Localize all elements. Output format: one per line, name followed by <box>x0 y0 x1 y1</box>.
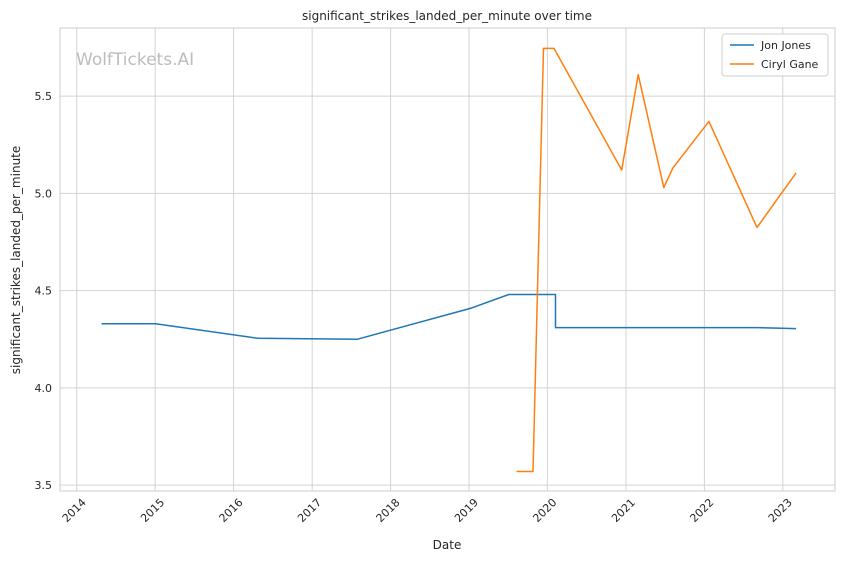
y-tick-label: 5.5 <box>35 90 53 103</box>
x-tick-label: 2021 <box>609 496 638 525</box>
x-tick-label: 2019 <box>452 496 481 525</box>
series-line-jon-jones <box>101 293 797 341</box>
y-axis-label: significant_strikes_landed_per_minute <box>9 146 23 375</box>
x-tick-label: 2018 <box>374 496 403 525</box>
watermark: WolfTickets.AI <box>76 50 194 70</box>
x-axis-label: Date <box>433 538 462 552</box>
x-tick-label: 2020 <box>530 496 559 525</box>
x-tick-label: 2014 <box>60 496 89 525</box>
x-tick-label: 2016 <box>217 496 246 525</box>
legend-label-ciryl-gane: Ciryl Gane <box>761 58 819 71</box>
legend: Jon Jones Ciryl Gane <box>721 33 829 77</box>
x-tick-label: 2022 <box>687 496 716 525</box>
y-tick-label: 3.5 <box>35 479 53 492</box>
y-tick-labels: 3.5 4.0 4.5 5.0 5.5 <box>35 90 53 492</box>
x-tick-labels: 2014 2015 2016 2017 2018 2019 2020 2021 2022 2023 <box>60 496 795 525</box>
x-tick-label: 2017 <box>295 496 324 525</box>
x-tick-label: 2023 <box>766 496 795 525</box>
x-tick-label: 2015 <box>138 496 167 525</box>
legend-label-jon-jones: Jon Jones <box>760 39 811 52</box>
y-tick-label: 4.0 <box>35 382 53 395</box>
series-lines <box>101 47 797 473</box>
y-tick-label: 5.0 <box>35 187 53 200</box>
plot-area <box>59 27 836 492</box>
series-line-ciryl-gane <box>516 47 797 473</box>
y-tick-label: 4.5 <box>35 285 53 298</box>
gridlines <box>60 28 835 491</box>
chart-title: significant_strikes_landed_per_minute ov… <box>302 9 592 23</box>
